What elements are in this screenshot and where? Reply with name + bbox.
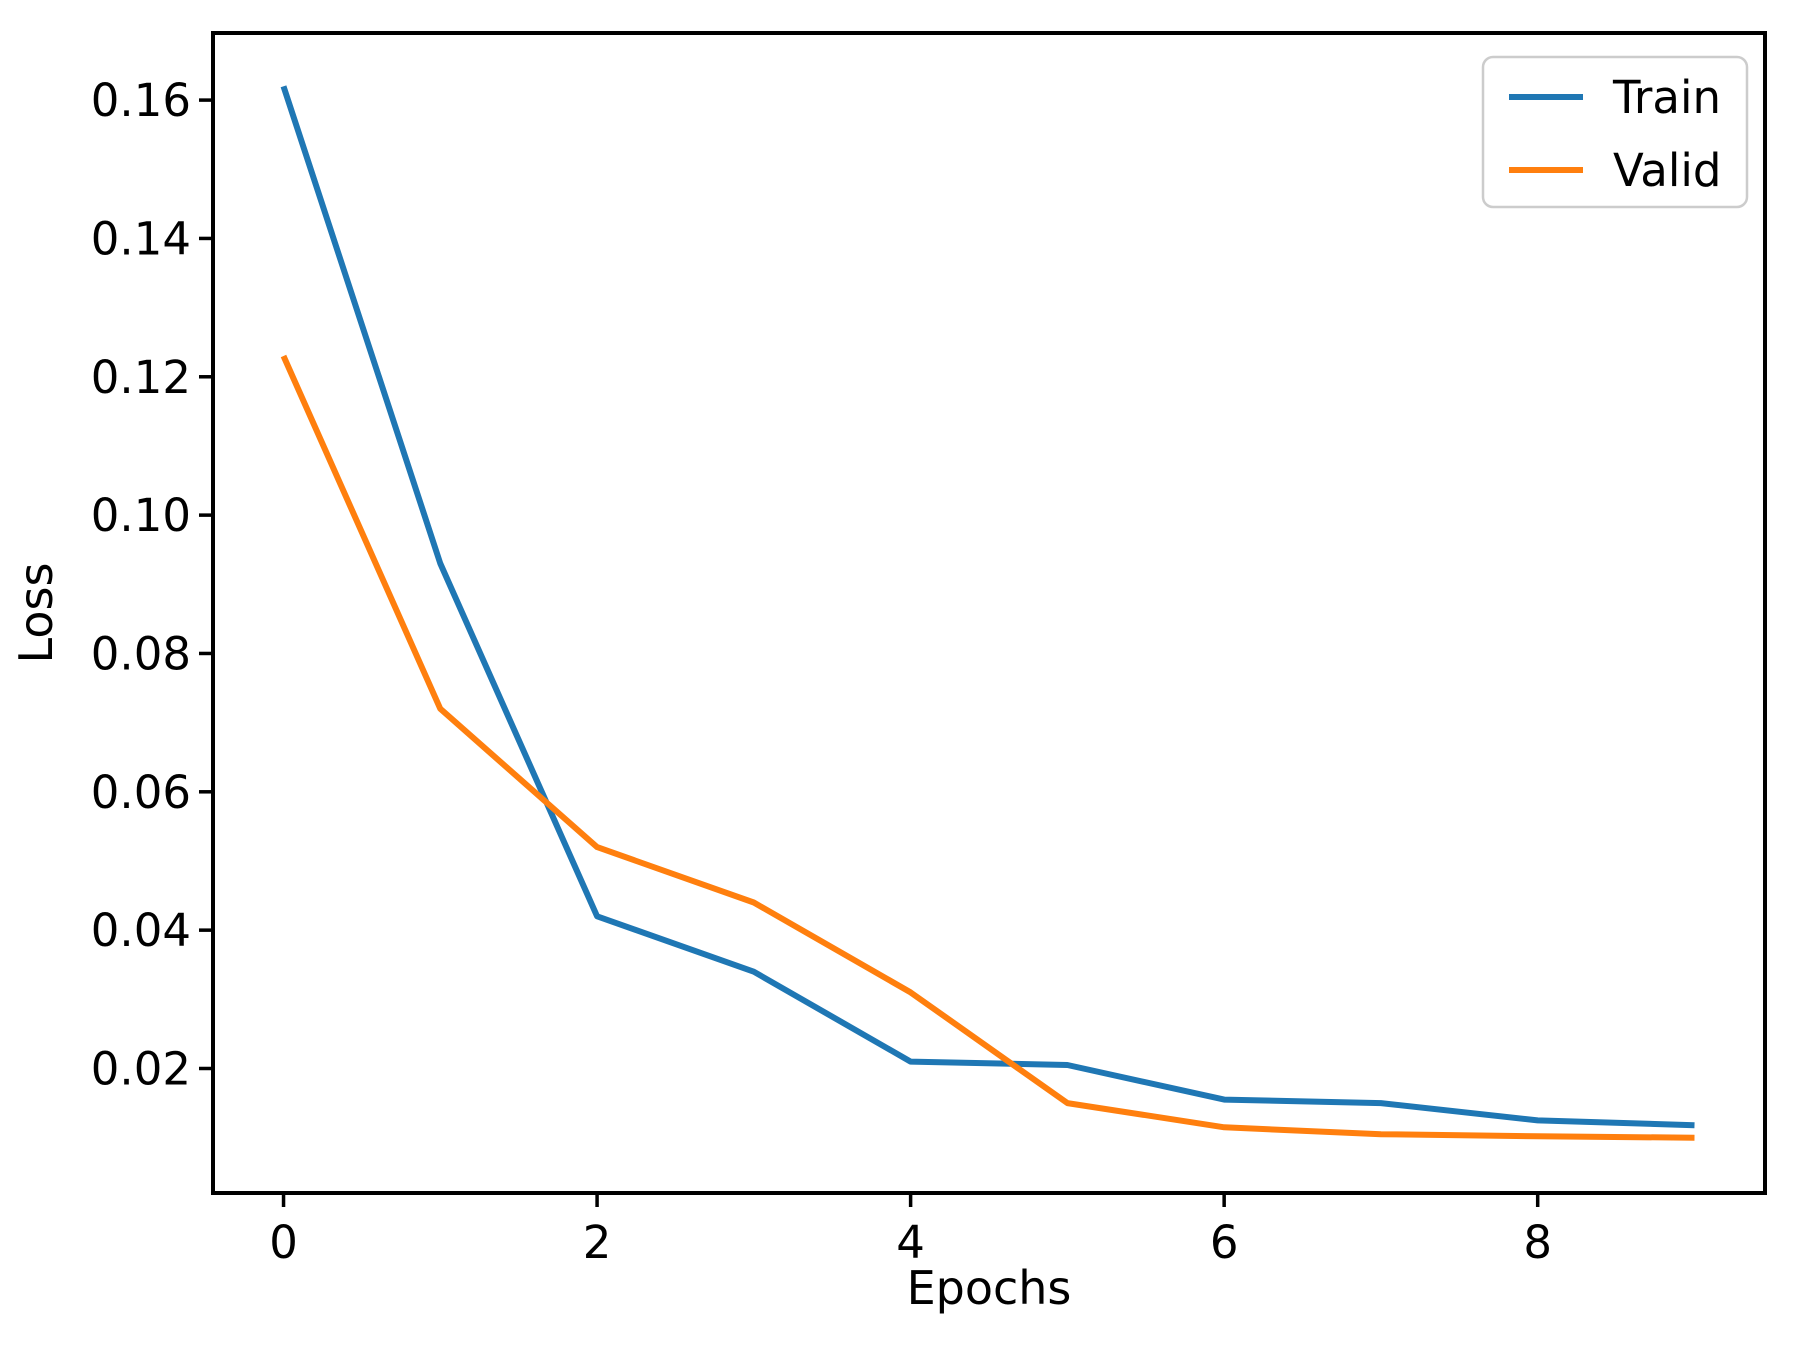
- y-tick-label: 0.06: [91, 766, 191, 819]
- y-tick-label: 0.04: [91, 904, 191, 957]
- x-tick-label: 2: [583, 1216, 612, 1269]
- x-axis-label: Epochs: [907, 1261, 1072, 1315]
- legend-label-valid: Valid: [1613, 144, 1721, 197]
- y-tick-label: 0.10: [91, 489, 191, 542]
- y-axis-label: Loss: [9, 563, 63, 664]
- y-tick-label: 0.14: [91, 212, 191, 265]
- y-tick-label: 0.08: [91, 627, 191, 680]
- series-line-valid: [280, 354, 1695, 1141]
- y-tick-label: 0.12: [91, 351, 191, 404]
- axes-spines: [211, 31, 1767, 1195]
- x-tick-label: 8: [1523, 1216, 1552, 1269]
- x-tick-label: 4: [896, 1216, 925, 1269]
- x-tick-label: 0: [269, 1216, 298, 1269]
- y-tick-label: 0.16: [91, 74, 191, 127]
- y-axis: 0.02 0.04 0.06 0.08 0.10 0.12 0.14 0.16: [91, 74, 211, 1095]
- x-tick-label: 6: [1210, 1216, 1239, 1269]
- series-lines: [280, 85, 1695, 1141]
- legend-label-train: Train: [1612, 71, 1721, 124]
- plot-frame: [211, 31, 1767, 1195]
- x-axis: 0 2 4 6 8: [269, 1195, 1552, 1269]
- legend: Train Valid: [1481, 55, 1749, 209]
- y-tick-label: 0.02: [91, 1042, 191, 1095]
- series-line-train: [280, 85, 1695, 1129]
